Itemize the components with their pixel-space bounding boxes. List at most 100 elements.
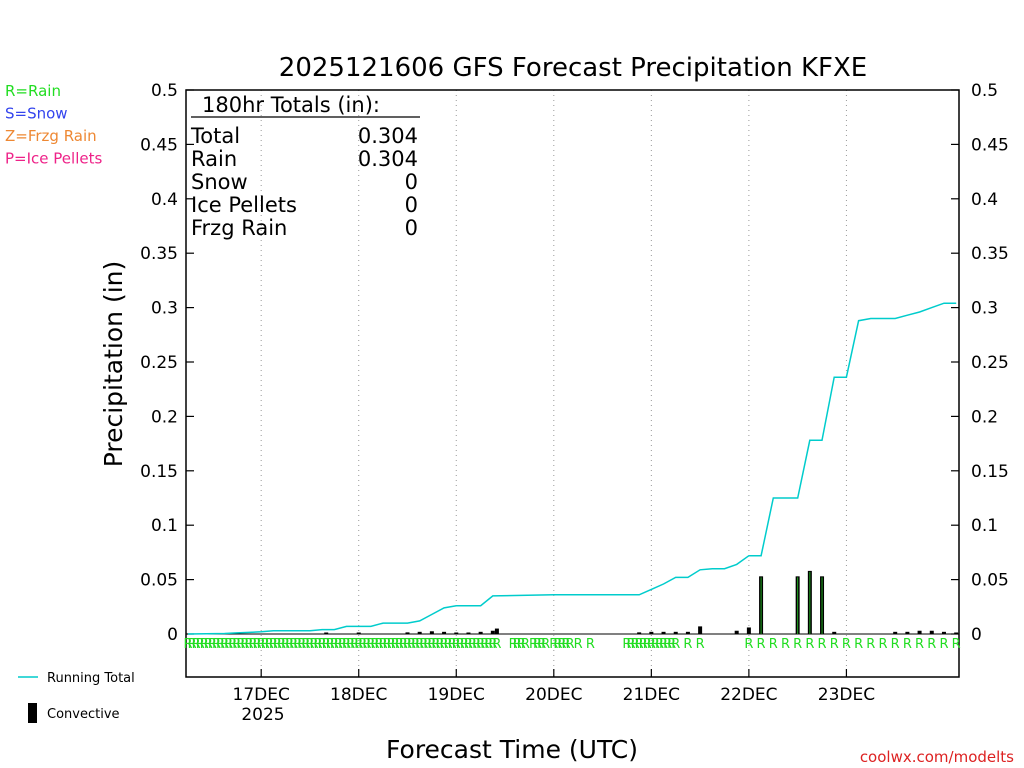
ptype-marker: R (643, 637, 652, 652)
ptype-marker: R (407, 637, 416, 652)
ptype-marker: R (683, 637, 692, 652)
precip-bar (698, 626, 703, 634)
ptype-marker: R (188, 637, 197, 652)
ptype-marker: R (391, 637, 400, 652)
ptype-marker: R (232, 637, 241, 652)
ptype-marker: R (354, 637, 363, 652)
precip-bar (478, 631, 483, 634)
ptype-marker: R (444, 637, 453, 652)
totals-row-value: 0 (405, 170, 418, 194)
ptype-marker: R (793, 637, 802, 652)
ptype-marker: R (663, 637, 672, 652)
ptype-marker: R (309, 637, 318, 652)
ptype-marker: R (184, 637, 193, 652)
ptype-marker: R (557, 637, 566, 652)
ptype-marker: R (318, 637, 327, 652)
ptype-marker: R (553, 637, 562, 652)
y-tick-label-left: 0.5 (151, 81, 178, 101)
ptype-marker: R (403, 637, 412, 652)
ptype-marker: R (216, 637, 225, 652)
plot-frame (185, 89, 960, 678)
ptype-marker: R (659, 637, 668, 652)
x-tick-label: 20DEC (525, 685, 582, 705)
totals-row-label: Frzg Rain (191, 216, 287, 240)
ptype-marker: R (200, 637, 209, 652)
y-axis-right: 0 0.05 0.1 0.15 0.2 0.25 0.3 0.35 0.4 0.45 0.5 (951, 81, 1009, 645)
ptype-marker: R (273, 637, 282, 652)
ptype-marker: R (330, 637, 339, 652)
ptype-marker: R (249, 637, 258, 652)
y-tick-label-left: 0.35 (140, 244, 178, 264)
ptype-marker: R (484, 637, 493, 652)
ptype-marker: R (415, 637, 424, 652)
precip-bar (917, 630, 922, 634)
ptype-marker: R (244, 637, 253, 652)
y-tick-label-right: 0.45 (971, 135, 1009, 155)
precip-bar (466, 632, 471, 634)
ptype-marker: R (631, 637, 640, 652)
ptype-marker: R (480, 637, 489, 652)
ptype-marker: R (651, 637, 660, 652)
ptype-marker: R (192, 637, 201, 652)
ptype-marker: R (647, 637, 656, 652)
ptype-marker: R (289, 637, 298, 652)
precip-bar (356, 632, 361, 634)
precip-bar (637, 632, 642, 634)
totals-row-value: 0.304 (358, 124, 418, 148)
ptype-legend-item: Z=Frzg Rain (5, 127, 97, 145)
y-tick-label-left: 0 (167, 625, 178, 645)
y-tick-label-left: 0.25 (140, 353, 178, 373)
ptype-marker: R (635, 637, 644, 652)
ptype-marker: R (452, 637, 461, 652)
ptype-marker: R (322, 637, 331, 652)
ptype-marker: R (468, 637, 477, 652)
y-tick-label-left: 0.3 (151, 299, 178, 319)
ptype-marker: R (903, 637, 912, 652)
ptype-marker: R (655, 637, 664, 652)
ptype-marker: R (842, 637, 851, 652)
precip-bar (673, 631, 678, 634)
precip-bar-rain (809, 571, 811, 634)
y-tick-label-right: 0.2 (971, 407, 998, 427)
ptype-marker: R (265, 637, 274, 652)
ptype-marker: R (456, 637, 465, 652)
y-tick-label-right: 0.25 (971, 353, 1009, 373)
y-tick-label-right: 0.4 (971, 190, 998, 210)
ptype-marker: R (509, 637, 518, 652)
ptype-marker: R (696, 637, 705, 652)
precip-bar (893, 631, 898, 634)
y-tick-label-left: 0.2 (151, 407, 178, 427)
y-tick-label-right: 0 (971, 625, 982, 645)
x-tick-label: 22DEC (720, 685, 777, 705)
ptype-marker: R (334, 637, 343, 652)
ptype-marker: R (297, 637, 306, 652)
precip-bar (454, 632, 459, 634)
ptype-marker: R (358, 637, 367, 652)
precip-bar (405, 632, 410, 634)
totals-box: 180hr Totals (in): Total 0.304 Rain 0.304 Sn… (190, 93, 420, 240)
ptype-marker: R (805, 637, 814, 652)
ptype-marker: R (866, 637, 875, 652)
precip-bar-rain (797, 577, 799, 634)
ptype-marker: R (220, 637, 229, 652)
ptype-marker: R (387, 637, 396, 652)
ptype-marker: R (277, 637, 286, 652)
ptype-marker: R (366, 637, 375, 652)
ptype-marker: R (281, 637, 290, 652)
ptype-marker: R (529, 637, 538, 652)
ptype-marker: R (769, 637, 778, 652)
ptype-marker: R (667, 637, 676, 652)
ptype-marker: R (622, 637, 631, 652)
precip-bar (734, 630, 739, 634)
ptype-marker: R (305, 637, 314, 652)
ptype-marker: R (915, 637, 924, 652)
x-axis-label: Forecast Time (UTC) (386, 735, 638, 764)
ptype-marker: R (472, 637, 481, 652)
ptype-marker: R (383, 637, 392, 652)
ptype-marker: R (257, 637, 266, 652)
ptype-marker: R (314, 637, 323, 652)
ptype-marker: R (854, 637, 863, 652)
precip-bar (832, 631, 837, 634)
precip-bar (746, 627, 751, 634)
